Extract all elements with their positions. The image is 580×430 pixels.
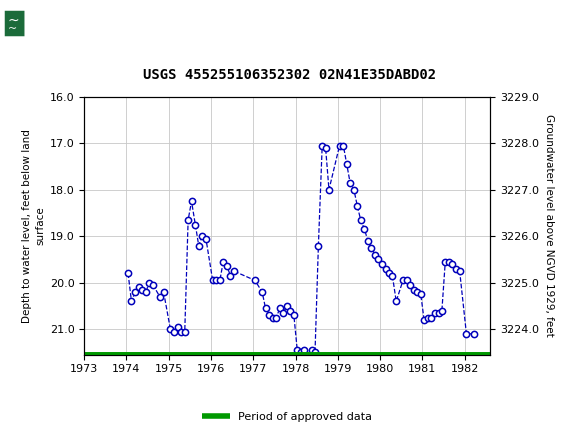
Text: ~: ~ (8, 24, 17, 34)
Legend: Period of approved data: Period of approved data (197, 407, 377, 427)
Text: █: █ (4, 10, 23, 36)
Text: USGS 455255106352302 02N41E35DABD02: USGS 455255106352302 02N41E35DABD02 (143, 68, 437, 82)
Y-axis label: Depth to water level, feet below land
surface: Depth to water level, feet below land su… (22, 129, 45, 322)
Bar (3, 6, 55, 40)
Text: ~: ~ (8, 14, 19, 28)
Y-axis label: Groundwater level above NGVD 1929, feet: Groundwater level above NGVD 1929, feet (545, 114, 554, 337)
Text: USGS: USGS (32, 13, 100, 33)
